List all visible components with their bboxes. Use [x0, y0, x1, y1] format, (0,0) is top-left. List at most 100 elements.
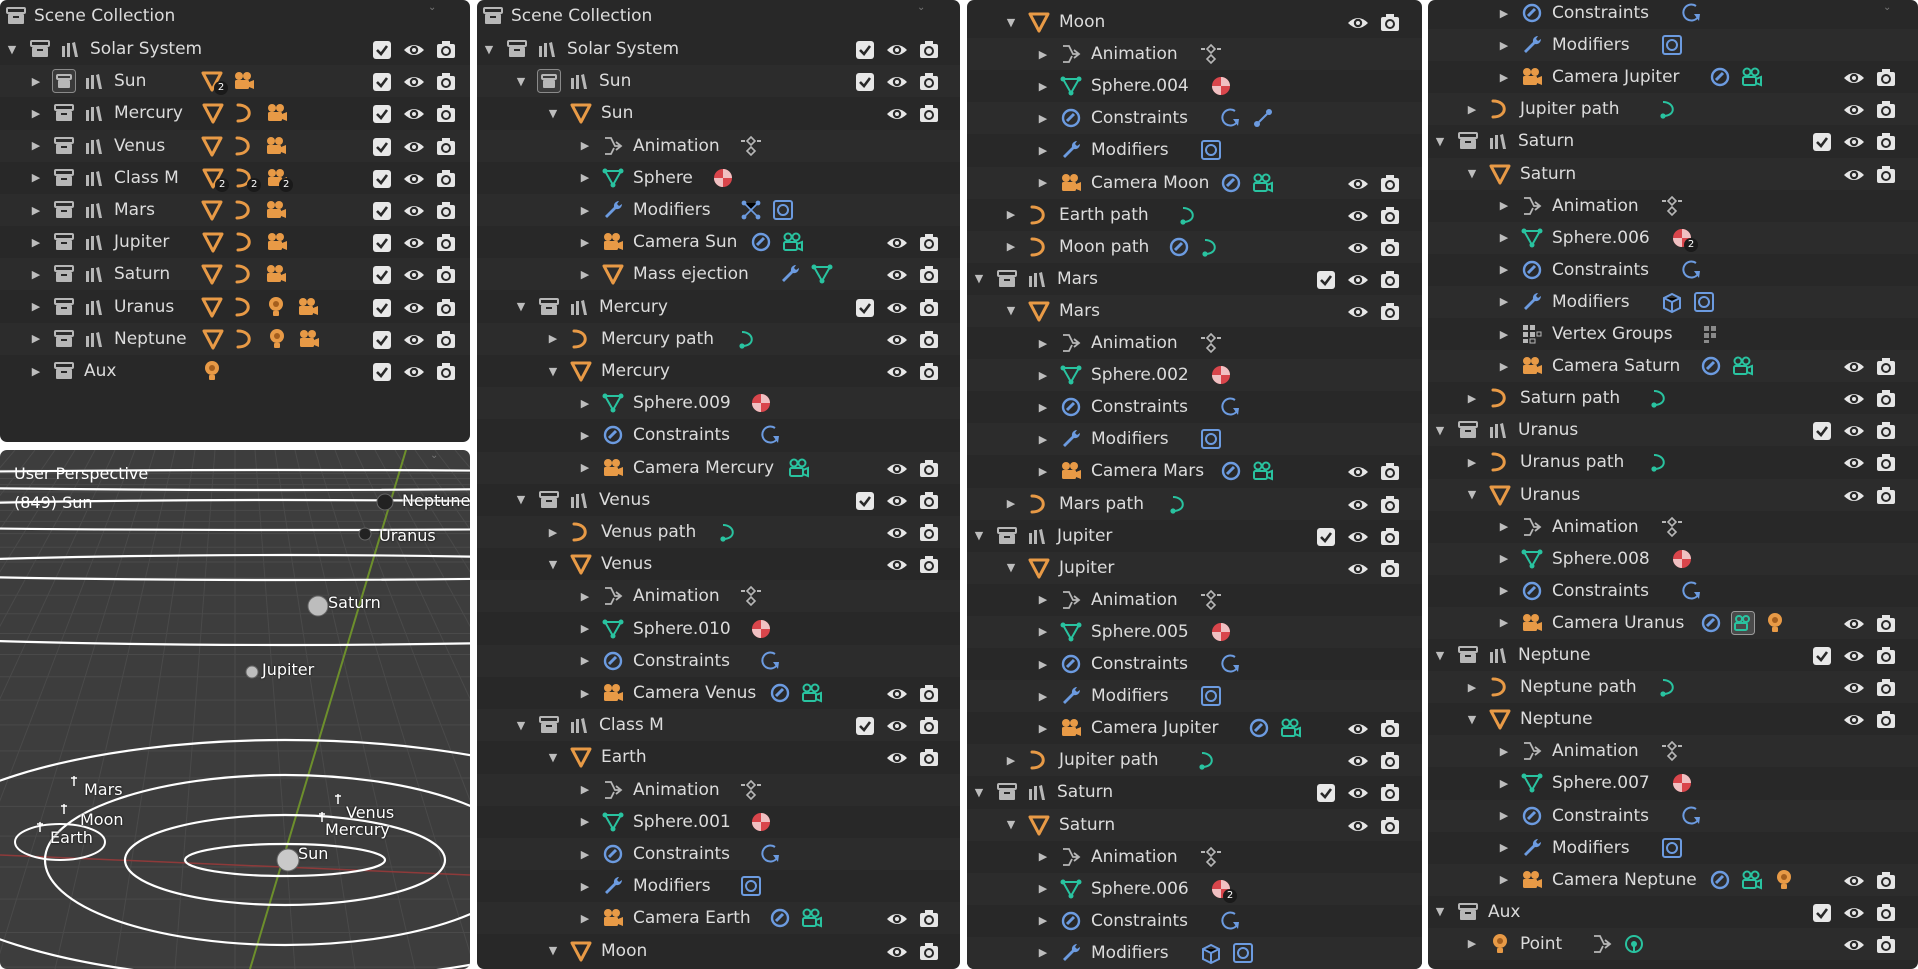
material-icon[interactable]	[1209, 74, 1233, 98]
outliner-row[interactable]: ▶ Neptune path	[1428, 671, 1918, 704]
outliner-row[interactable]: ▶ Modifiers	[967, 936, 1422, 969]
visibility-eye-icon[interactable]	[885, 263, 907, 285]
camera-object-icon[interactable]	[232, 69, 256, 93]
keyframes-icon[interactable]	[739, 584, 763, 608]
expand-arrow-icon[interactable]: ▶	[580, 203, 590, 217]
expand-arrow-icon[interactable]: ▶	[31, 364, 41, 378]
outliner-row[interactable]: ▶ Animation	[1428, 735, 1918, 768]
curve-data-icon[interactable]	[1167, 492, 1191, 516]
material-icon[interactable]	[749, 391, 773, 415]
render-camera-icon[interactable]	[1874, 98, 1896, 120]
exclude-checkbox[interactable]	[853, 296, 875, 318]
outliner-row[interactable]: ▶ Mars	[0, 194, 470, 226]
expand-arrow-icon[interactable]: ▶	[1499, 809, 1509, 822]
curve-object-icon[interactable]	[232, 295, 256, 319]
exclude-checkbox[interactable]	[1314, 268, 1336, 290]
outliner-row[interactable]: ▶ Constraints	[967, 905, 1422, 937]
visibility-eye-icon[interactable]	[1842, 451, 1864, 473]
expand-arrow-icon[interactable]: ▶	[31, 171, 41, 185]
collapse-arrow-icon[interactable]: ▼	[548, 106, 558, 120]
curve-data-icon[interactable]	[1648, 450, 1672, 474]
expand-arrow-icon[interactable]: ▶	[1038, 914, 1048, 928]
render-camera-icon[interactable]	[1378, 557, 1400, 579]
outliner-row[interactable]: ▼ Mars	[967, 263, 1422, 295]
constraint-icon[interactable]	[1699, 611, 1723, 635]
keyframes-icon[interactable]	[1660, 194, 1684, 218]
visibility-eye-icon[interactable]	[885, 231, 907, 253]
visibility-eye-icon[interactable]	[1346, 493, 1368, 515]
outliner-row[interactable]: ▶ Venus	[0, 129, 470, 162]
curve-object-icon[interactable]	[232, 198, 256, 222]
curve-data-icon[interactable]	[1199, 235, 1223, 259]
outliner-row[interactable]: ▼ Neptune	[1428, 703, 1918, 735]
outliner-row[interactable]: ▶ Neptune	[0, 322, 470, 355]
material-icon[interactable]: 2	[1670, 226, 1698, 252]
panel-options-chevron-icon[interactable]: ⌄	[428, 2, 437, 13]
visibility-eye-icon[interactable]	[1346, 460, 1368, 482]
render-camera-icon[interactable]	[434, 135, 456, 157]
outliner-row[interactable]: ▼ Saturn	[967, 776, 1422, 808]
modifier-icon[interactable]	[1199, 427, 1223, 451]
expand-arrow-icon[interactable]: ▶	[1499, 295, 1509, 309]
outliner-row[interactable]: ▼ Venus	[477, 484, 960, 516]
curve-object-icon[interactable]	[233, 327, 257, 351]
visibility-eye-icon[interactable]	[885, 746, 907, 768]
expand-arrow-icon[interactable]: ▶	[1038, 657, 1048, 671]
visibility-eye-icon[interactable]	[885, 360, 907, 382]
constraint-icon[interactable]	[768, 681, 792, 705]
outliner-row[interactable]: ▶ Animation	[967, 38, 1422, 71]
outliner-row[interactable]: ▶ Constraints	[477, 644, 960, 677]
visibility-eye-icon[interactable]	[1346, 717, 1368, 739]
exclude-checkbox[interactable]	[370, 231, 392, 253]
object-mesh-icon[interactable]	[200, 134, 224, 158]
outliner-row[interactable]: ▶ Sphere	[477, 162, 960, 194]
modifier-icon[interactable]	[1660, 836, 1684, 860]
exclude-checkbox[interactable]	[370, 70, 392, 92]
visibility-eye-icon[interactable]	[1842, 163, 1864, 185]
modifier-icon[interactable]	[1199, 138, 1223, 162]
outliner-row[interactable]: ▼ Uranus	[1428, 478, 1918, 511]
expand-arrow-icon[interactable]: ▶	[580, 461, 590, 475]
render-camera-icon[interactable]	[434, 70, 456, 92]
curve-data-icon[interactable]	[1177, 203, 1201, 227]
collapse-arrow-icon[interactable]: ▼	[974, 272, 984, 286]
outliner-row[interactable]: ▶ Animation	[967, 841, 1422, 873]
outliner-row[interactable]: ▶ Uranus path	[1428, 446, 1918, 478]
render-camera-icon[interactable]	[434, 296, 456, 318]
outliner-row[interactable]: ▶ Mercury path	[477, 322, 960, 355]
outliner-row[interactable]: ▼ Sun	[477, 97, 960, 129]
light-icon[interactable]	[1763, 611, 1787, 635]
visibility-eye-icon[interactable]	[1842, 644, 1864, 666]
modifier-icon[interactable]	[1660, 33, 1684, 57]
visibility-eye-icon[interactable]	[1346, 781, 1368, 803]
outliner-row[interactable]: ▶ Modifiers	[1428, 29, 1918, 62]
render-camera-icon[interactable]	[434, 263, 456, 285]
outliner-row[interactable]: ▶ Camera Jupiter	[967, 712, 1422, 744]
expand-arrow-icon[interactable]: ▶	[1467, 937, 1477, 951]
outliner-row[interactable]: ▼ Moon	[477, 935, 960, 967]
outliner-row[interactable]: ▶ Class M 2 2 2	[0, 162, 470, 194]
outliner-row[interactable]: ▶ Animation	[967, 584, 1422, 616]
expand-arrow-icon[interactable]: ▶	[1038, 464, 1048, 478]
camera-marker[interactable]	[319, 812, 325, 822]
camera-data-icon[interactable]	[800, 906, 824, 930]
curve-data-icon[interactable]	[736, 327, 760, 351]
visibility-eye-icon[interactable]	[1346, 749, 1368, 771]
render-camera-icon[interactable]	[1378, 525, 1400, 547]
expand-arrow-icon[interactable]: ▶	[1499, 873, 1509, 887]
constraint-icon[interactable]	[1219, 171, 1243, 195]
outliner-row[interactable]: ▶ Constraints	[1428, 575, 1918, 607]
constraint-target-icon[interactable]	[759, 423, 783, 447]
render-camera-icon[interactable]	[917, 746, 939, 768]
visibility-eye-icon[interactable]	[1842, 676, 1864, 698]
expand-arrow-icon[interactable]: ▶	[1467, 391, 1477, 405]
outliner-row[interactable]: ▶ Constraints	[967, 102, 1422, 135]
outliner-row[interactable]: ▼ Jupiter	[967, 520, 1422, 552]
render-camera-icon[interactable]	[917, 296, 939, 318]
exclude-checkbox[interactable]	[370, 38, 392, 60]
cube-icon[interactable]	[1660, 290, 1684, 314]
panel-options-chevron-icon[interactable]: ⌄	[917, 2, 926, 13]
visibility-eye-icon[interactable]	[1346, 557, 1368, 579]
outliner-row[interactable]: ▶ Sphere.007	[1428, 767, 1918, 799]
expand-arrow-icon[interactable]: ▶	[580, 847, 590, 861]
